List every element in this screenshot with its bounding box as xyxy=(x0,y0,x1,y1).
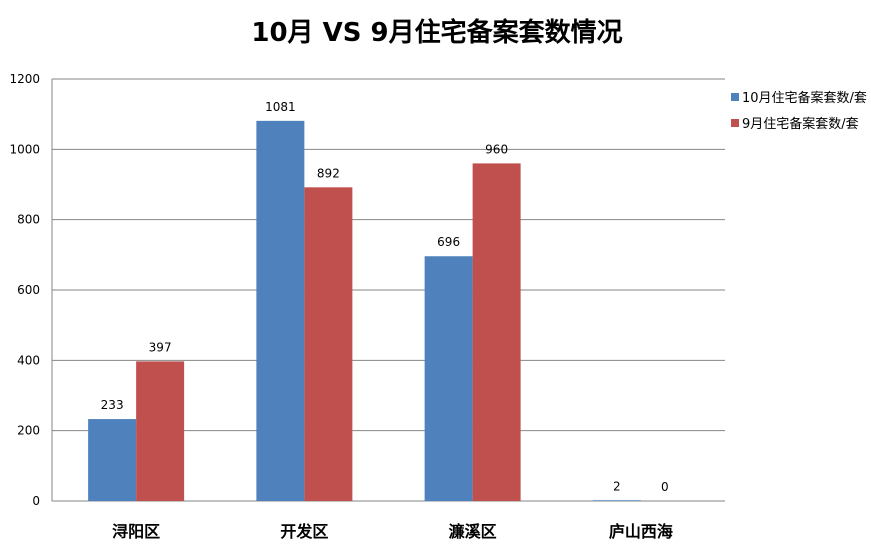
y-tick-label: 1200 xyxy=(9,72,40,86)
bar xyxy=(136,361,185,501)
y-tick-label: 400 xyxy=(17,353,40,367)
legend-label-october: 10月住宅备案套数/套 xyxy=(742,90,867,106)
data-label: 0 xyxy=(661,480,669,494)
y-tick-label: 200 xyxy=(17,424,40,438)
x-tick-label: 开发区 xyxy=(280,522,328,541)
bar xyxy=(304,187,353,501)
y-tick-label: 1000 xyxy=(9,142,40,156)
legend-swatch-september xyxy=(731,119,739,127)
y-tick-label: 600 xyxy=(17,283,40,297)
bar xyxy=(472,163,521,501)
legend-swatch-october xyxy=(731,93,739,101)
chart-title: 10月 VS 9月住宅备案套数情况 xyxy=(251,17,622,48)
data-label: 2 xyxy=(613,479,621,493)
data-label: 960 xyxy=(485,142,508,156)
data-label: 892 xyxy=(317,166,340,180)
x-tick-label: 濂溪区 xyxy=(449,522,497,541)
data-label: 233 xyxy=(101,398,124,412)
data-labels: 233 397 1081 892 696 960 2 0 xyxy=(101,100,669,494)
y-tick-label: 0 xyxy=(32,494,40,508)
y-tick-label: 800 xyxy=(17,213,40,227)
legend-label-september: 9月住宅备案套数/套 xyxy=(742,116,859,132)
x-tick-label: 庐山西海 xyxy=(609,522,673,541)
data-label: 397 xyxy=(149,340,172,354)
bar xyxy=(592,500,641,501)
bars xyxy=(88,120,641,502)
bar xyxy=(424,256,473,501)
legend: 10月住宅备案套数/套 9月住宅备案套数/套 xyxy=(731,90,867,132)
bar xyxy=(88,419,137,501)
x-axis: 浔阳区 开发区 濂溪区 庐山西海 xyxy=(111,522,673,541)
data-label: 696 xyxy=(437,235,460,249)
bar xyxy=(256,120,305,502)
y-axis: 0 200 400 600 800 1000 1200 xyxy=(9,72,40,508)
data-label: 1081 xyxy=(265,100,296,114)
x-tick-label: 浔阳区 xyxy=(111,522,160,541)
